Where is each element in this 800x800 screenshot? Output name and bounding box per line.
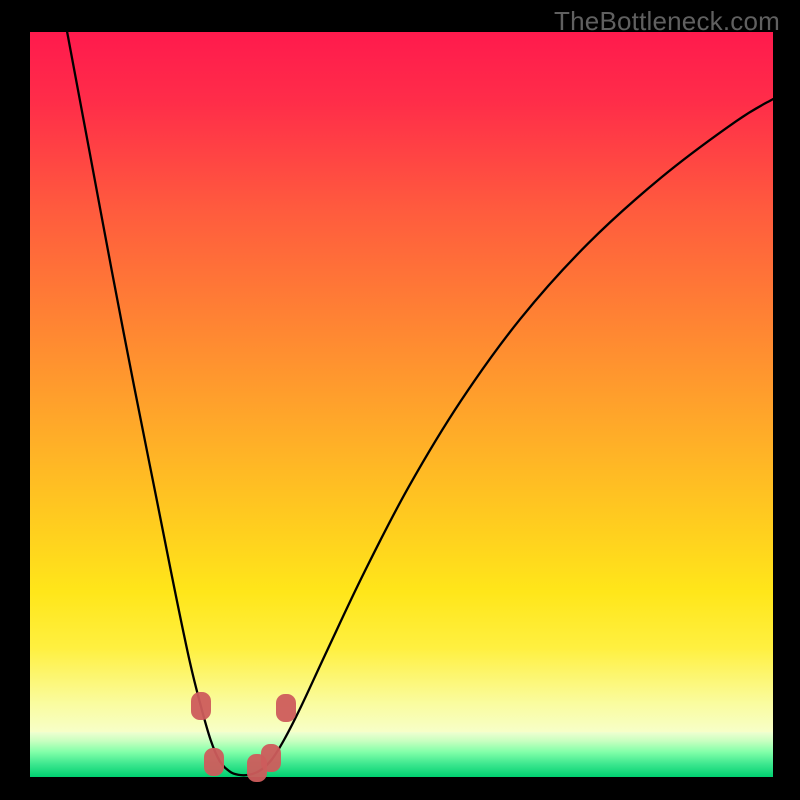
marker-point	[276, 694, 296, 722]
marker-point	[191, 692, 211, 720]
marker-point	[204, 748, 224, 776]
plot-area	[30, 32, 773, 777]
curve-markers	[30, 32, 773, 777]
marker-point	[261, 744, 281, 772]
